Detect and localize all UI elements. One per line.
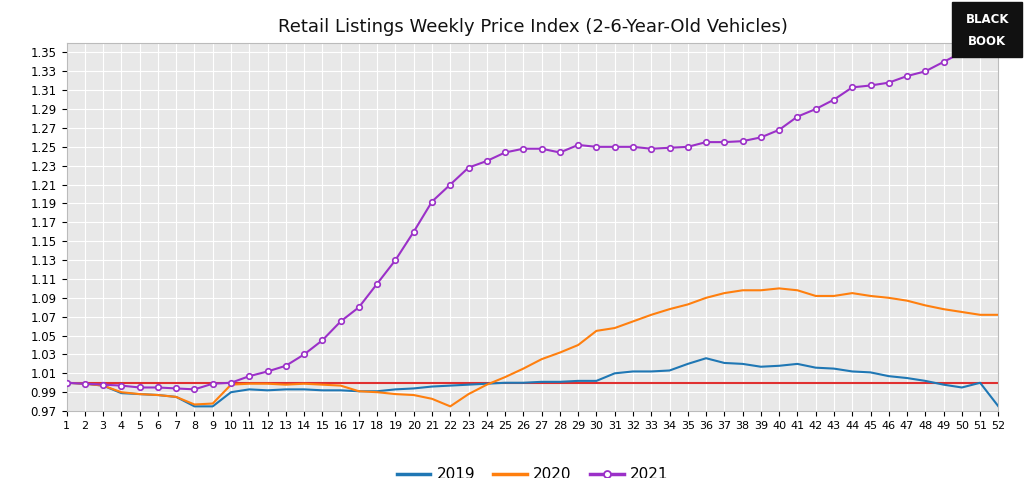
Text: BLACK: BLACK <box>966 13 1009 26</box>
Text: BOOK: BOOK <box>968 35 1007 48</box>
Title: Retail Listings Weekly Price Index (2-6-Year-Old Vehicles): Retail Listings Weekly Price Index (2-6-… <box>278 18 787 36</box>
Legend: 2019, 2020, 2021: 2019, 2020, 2021 <box>390 461 675 478</box>
